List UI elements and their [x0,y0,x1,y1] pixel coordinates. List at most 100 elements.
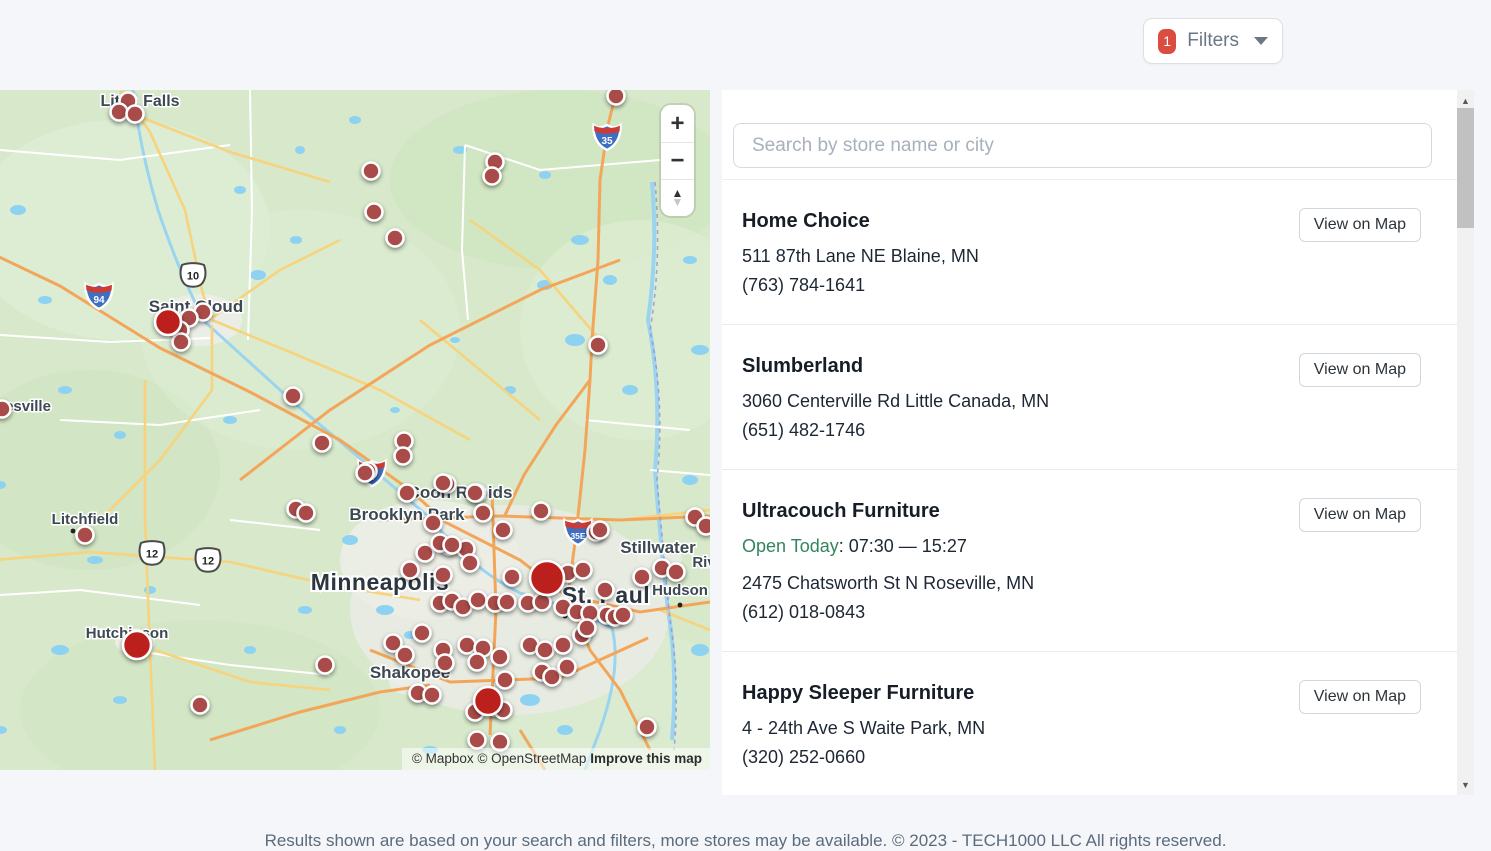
map-city-label: Litchfield [52,511,119,528]
store-map-marker[interactable] [495,670,515,690]
map-city-label: Shakopee [370,663,450,682]
store-map-marker[interactable] [542,667,562,687]
store-map-marker[interactable] [573,560,593,580]
map[interactable]: Little Falls Saint Cloud esville Litchfield… [0,90,710,770]
search-input[interactable] [733,123,1432,168]
store-map-marker[interactable] [435,653,455,673]
scrollbar-thumb[interactable] [1457,108,1474,228]
store-map-marker[interactable] [397,483,417,503]
interstate-shield-icon: 94 [84,281,114,311]
store-map-marker[interactable] [577,618,597,638]
store-map-marker[interactable] [467,730,487,750]
store-map-marker[interactable] [467,652,487,672]
store-map-marker[interactable] [393,446,413,466]
store-map-marker[interactable] [433,565,453,585]
store-list-item[interactable]: Home Choice 511 87th Lane NE Blaine, MN … [722,180,1457,325]
store-map-marker[interactable] [595,580,615,600]
map-tilt-control[interactable]: ▲ ▼ [661,179,694,216]
store-map-marker[interactable] [125,104,145,124]
store-map-marker[interactable] [0,399,12,419]
store-map-marker[interactable] [497,592,517,612]
store-map-marker[interactable] [412,623,432,643]
store-map-marker[interactable] [383,633,403,653]
store-map-marker[interactable] [590,520,610,540]
svg-text:35: 35 [601,136,613,147]
store-map-marker[interactable] [535,640,555,660]
store-map-marker[interactable] [457,635,477,655]
store-address: 511 87th Lane NE Blaine, MN [742,246,979,266]
store-map-marker[interactable] [490,647,510,667]
svg-text:12: 12 [202,556,214,568]
mapbox-attribution-link[interactable]: © Mapbox [411,751,474,766]
view-on-map-button[interactable]: View on Map [1298,353,1421,387]
store-map-marker[interactable] [171,332,191,352]
store-map-marker[interactable] [75,525,95,545]
store-map-marker[interactable] [395,645,415,665]
store-map-marker[interactable] [283,386,303,406]
scrollbar-up-arrow[interactable]: ▲ [1461,95,1470,106]
view-on-map-button[interactable]: View on Map [1298,680,1421,714]
store-map-marker[interactable] [637,717,657,737]
hours-value: : 07:30 — 15:27 [838,536,967,556]
store-map-marker[interactable] [361,161,381,181]
store-map-marker[interactable] [415,543,435,563]
store-map-marker[interactable] [400,560,420,580]
store-map-marker[interactable] [190,695,210,715]
map-city-label: esville [5,398,51,415]
store-map-marker[interactable] [606,90,626,106]
store-map-marker[interactable] [613,605,633,625]
store-map-marker[interactable] [355,463,375,483]
store-map-marker[interactable] [109,102,129,122]
store-address: 4 - 24th Ave S Waite Park, MN [742,718,986,738]
store-name: Happy Sleeper Furniture [742,682,975,704]
map-city-label: Coon Rapids [408,483,513,502]
store-map-marker[interactable] [528,559,566,597]
store-map-marker[interactable] [557,657,577,677]
store-map-marker[interactable] [315,655,335,675]
store-map-marker[interactable] [473,503,493,523]
store-map-marker[interactable] [422,685,442,705]
store-map-marker[interactable] [472,685,504,717]
store-list-item[interactable]: Ultracouch Furniture Open Today: 07:30 —… [722,470,1457,652]
tilt-up-icon: ▲ [671,186,684,200]
store-map-marker[interactable] [588,335,608,355]
store-list-item[interactable]: Slumberland 3060 Centerville Rd Little C… [722,325,1457,470]
map-zoom-in-button[interactable]: + [661,105,694,142]
store-map-marker[interactable] [482,166,502,186]
store-map-marker[interactable] [632,567,652,587]
osm-attribution-link[interactable]: © OpenStreetMap [477,751,587,766]
filters-button[interactable]: 1 Filters [1143,18,1283,64]
store-map-marker[interactable] [502,567,522,587]
interstate-shield-icon: 35 [592,122,622,152]
store-map-marker[interactable] [433,473,453,493]
store-map-marker[interactable] [385,228,405,248]
map-city-label: Hudson [652,582,708,599]
store-map-marker[interactable] [442,535,462,555]
store-map-marker[interactable] [423,513,443,533]
store-map-marker[interactable] [153,307,183,337]
store-map-marker[interactable] [553,635,573,655]
scrollbar-down-arrow[interactable]: ▼ [1461,779,1470,790]
town-dot [677,602,683,608]
store-map-marker[interactable] [493,520,513,540]
view-on-map-button[interactable]: View on Map [1298,498,1421,532]
store-map-marker[interactable] [460,553,480,573]
store-map-marker[interactable] [364,202,384,222]
map-zoom-out-button[interactable]: − [661,142,694,179]
store-list-item[interactable]: Happy Sleeper Furniture 4 - 24th Ave S W… [722,652,1457,795]
map-city-label: Brooklyn Park [349,505,465,524]
store-map-marker[interactable] [696,516,711,536]
store-map-marker[interactable] [666,562,686,582]
store-map-marker[interactable] [121,629,153,661]
view-on-map-button[interactable]: View on Map [1298,208,1421,242]
map-city-label: Riv [692,554,710,571]
store-map-marker[interactable] [312,433,332,453]
store-map-marker[interactable] [531,501,551,521]
store-map-marker[interactable] [296,503,316,523]
improve-map-link[interactable]: Improve this map [590,751,702,766]
store-hours: Open Today: 07:30 — 15:27 [742,532,1287,561]
list-scrollbar[interactable]: ▲ ▼ [1457,90,1474,795]
us-route-shield-icon: 12 [194,547,222,573]
store-map-marker[interactable] [468,590,488,610]
store-map-marker[interactable] [465,483,485,503]
